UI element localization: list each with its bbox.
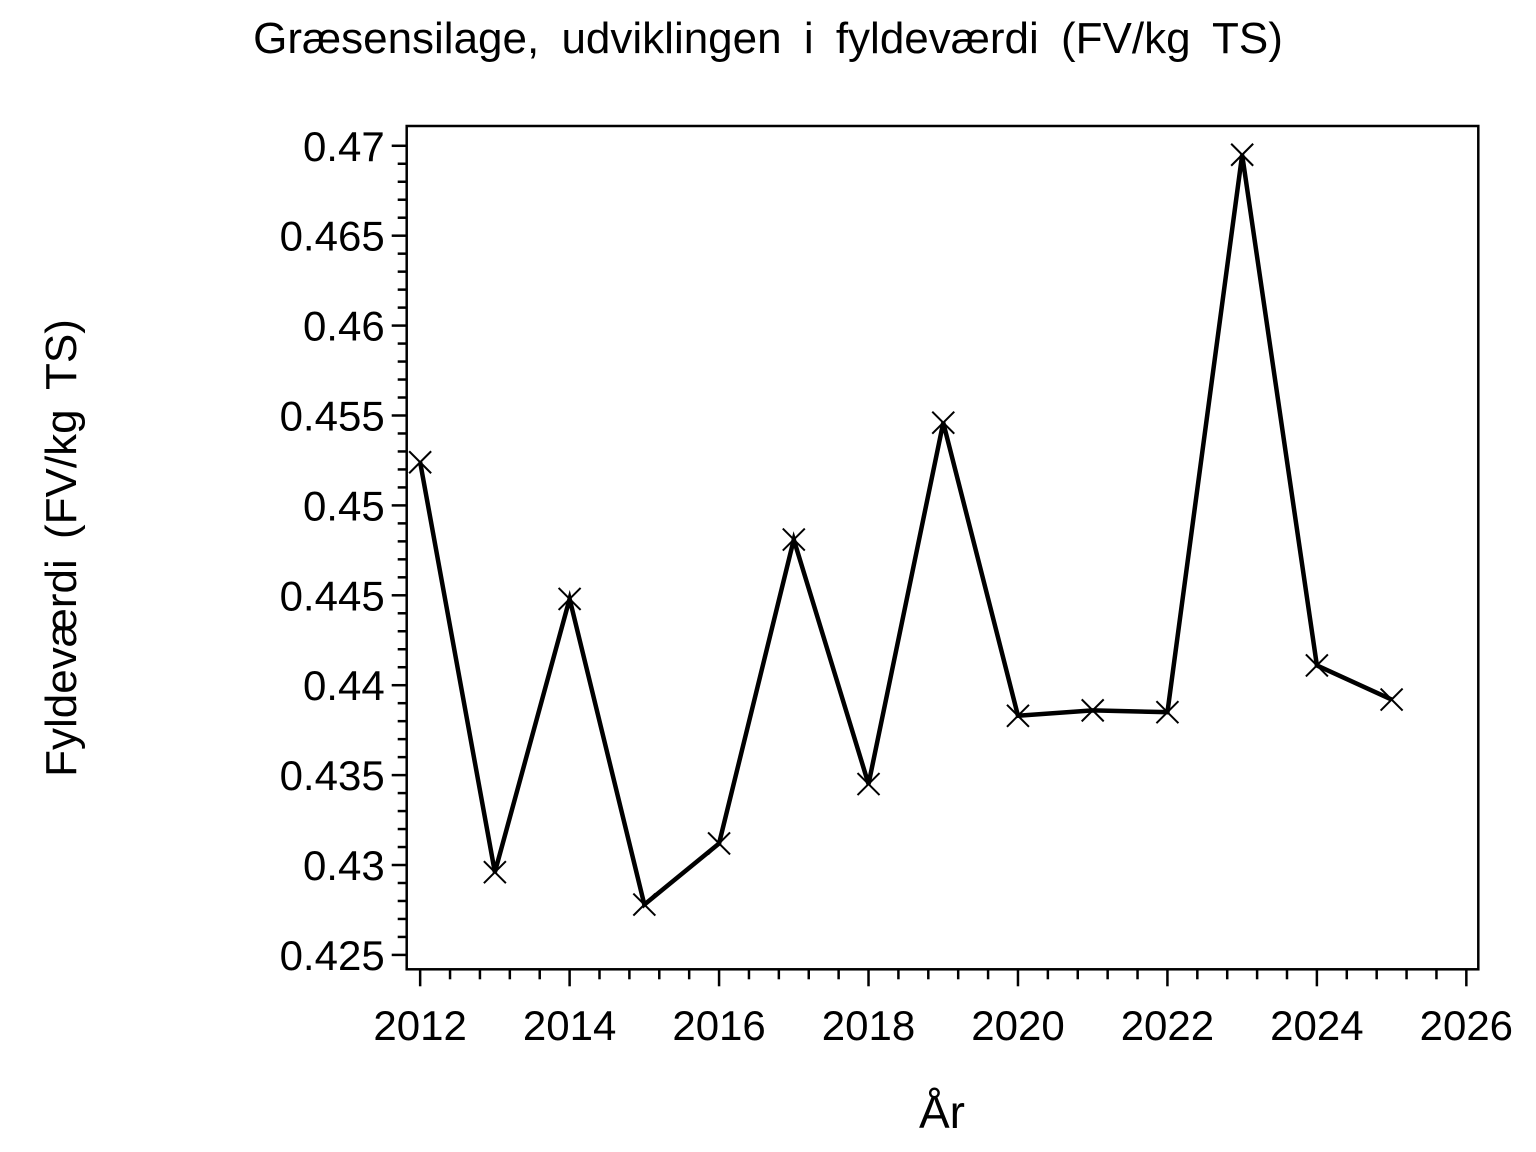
data-point-marker [1080, 698, 1105, 723]
y-tick-label: 0.455 [280, 392, 385, 439]
series-line [417, 154, 1393, 909]
data-point-marker [632, 892, 657, 917]
data-point-marker [782, 527, 806, 552]
y-tick-label: 0.46 [303, 303, 385, 350]
data-point-marker [856, 772, 881, 796]
chart-title: Græsensilage, udviklingen i fyldeværdi (… [253, 14, 1283, 63]
x-tick-label: 2022 [1121, 1002, 1214, 1049]
x-tick-label: 2026 [1420, 1002, 1513, 1049]
data-point-marker [483, 860, 507, 884]
x-axis-title: År [919, 1086, 965, 1138]
y-tick-label: 0.465 [280, 213, 385, 260]
x-tick-label: 2014 [523, 1002, 616, 1049]
x-tick-label: 2018 [822, 1002, 915, 1049]
data-point-marker [1155, 700, 1180, 724]
x-tick-label: 2020 [971, 1002, 1064, 1049]
y-tick-label: 0.425 [280, 932, 385, 979]
y-tick-label: 0.47 [303, 123, 385, 170]
x-tick-label: 2012 [373, 1002, 466, 1049]
y-tick-label: 0.435 [280, 752, 385, 799]
y-tick-label: 0.43 [303, 842, 385, 889]
data-point-marker [1305, 653, 1329, 678]
data-point-marker [1006, 704, 1030, 728]
x-tick-label: 2024 [1270, 1002, 1363, 1049]
data-point-marker [557, 587, 582, 611]
y-tick-label: 0.45 [303, 482, 385, 529]
y-tick-label: 0.445 [280, 572, 385, 619]
axis-frame [405, 124, 1480, 971]
data-point-marker [1230, 143, 1254, 167]
data-point-marker [408, 450, 432, 474]
x-tick-label: 2016 [672, 1002, 765, 1049]
data-point-marker [707, 831, 731, 856]
y-tick-label: 0.44 [303, 662, 385, 709]
data-point-marker [931, 410, 955, 435]
data-point-marker [1379, 687, 1404, 712]
